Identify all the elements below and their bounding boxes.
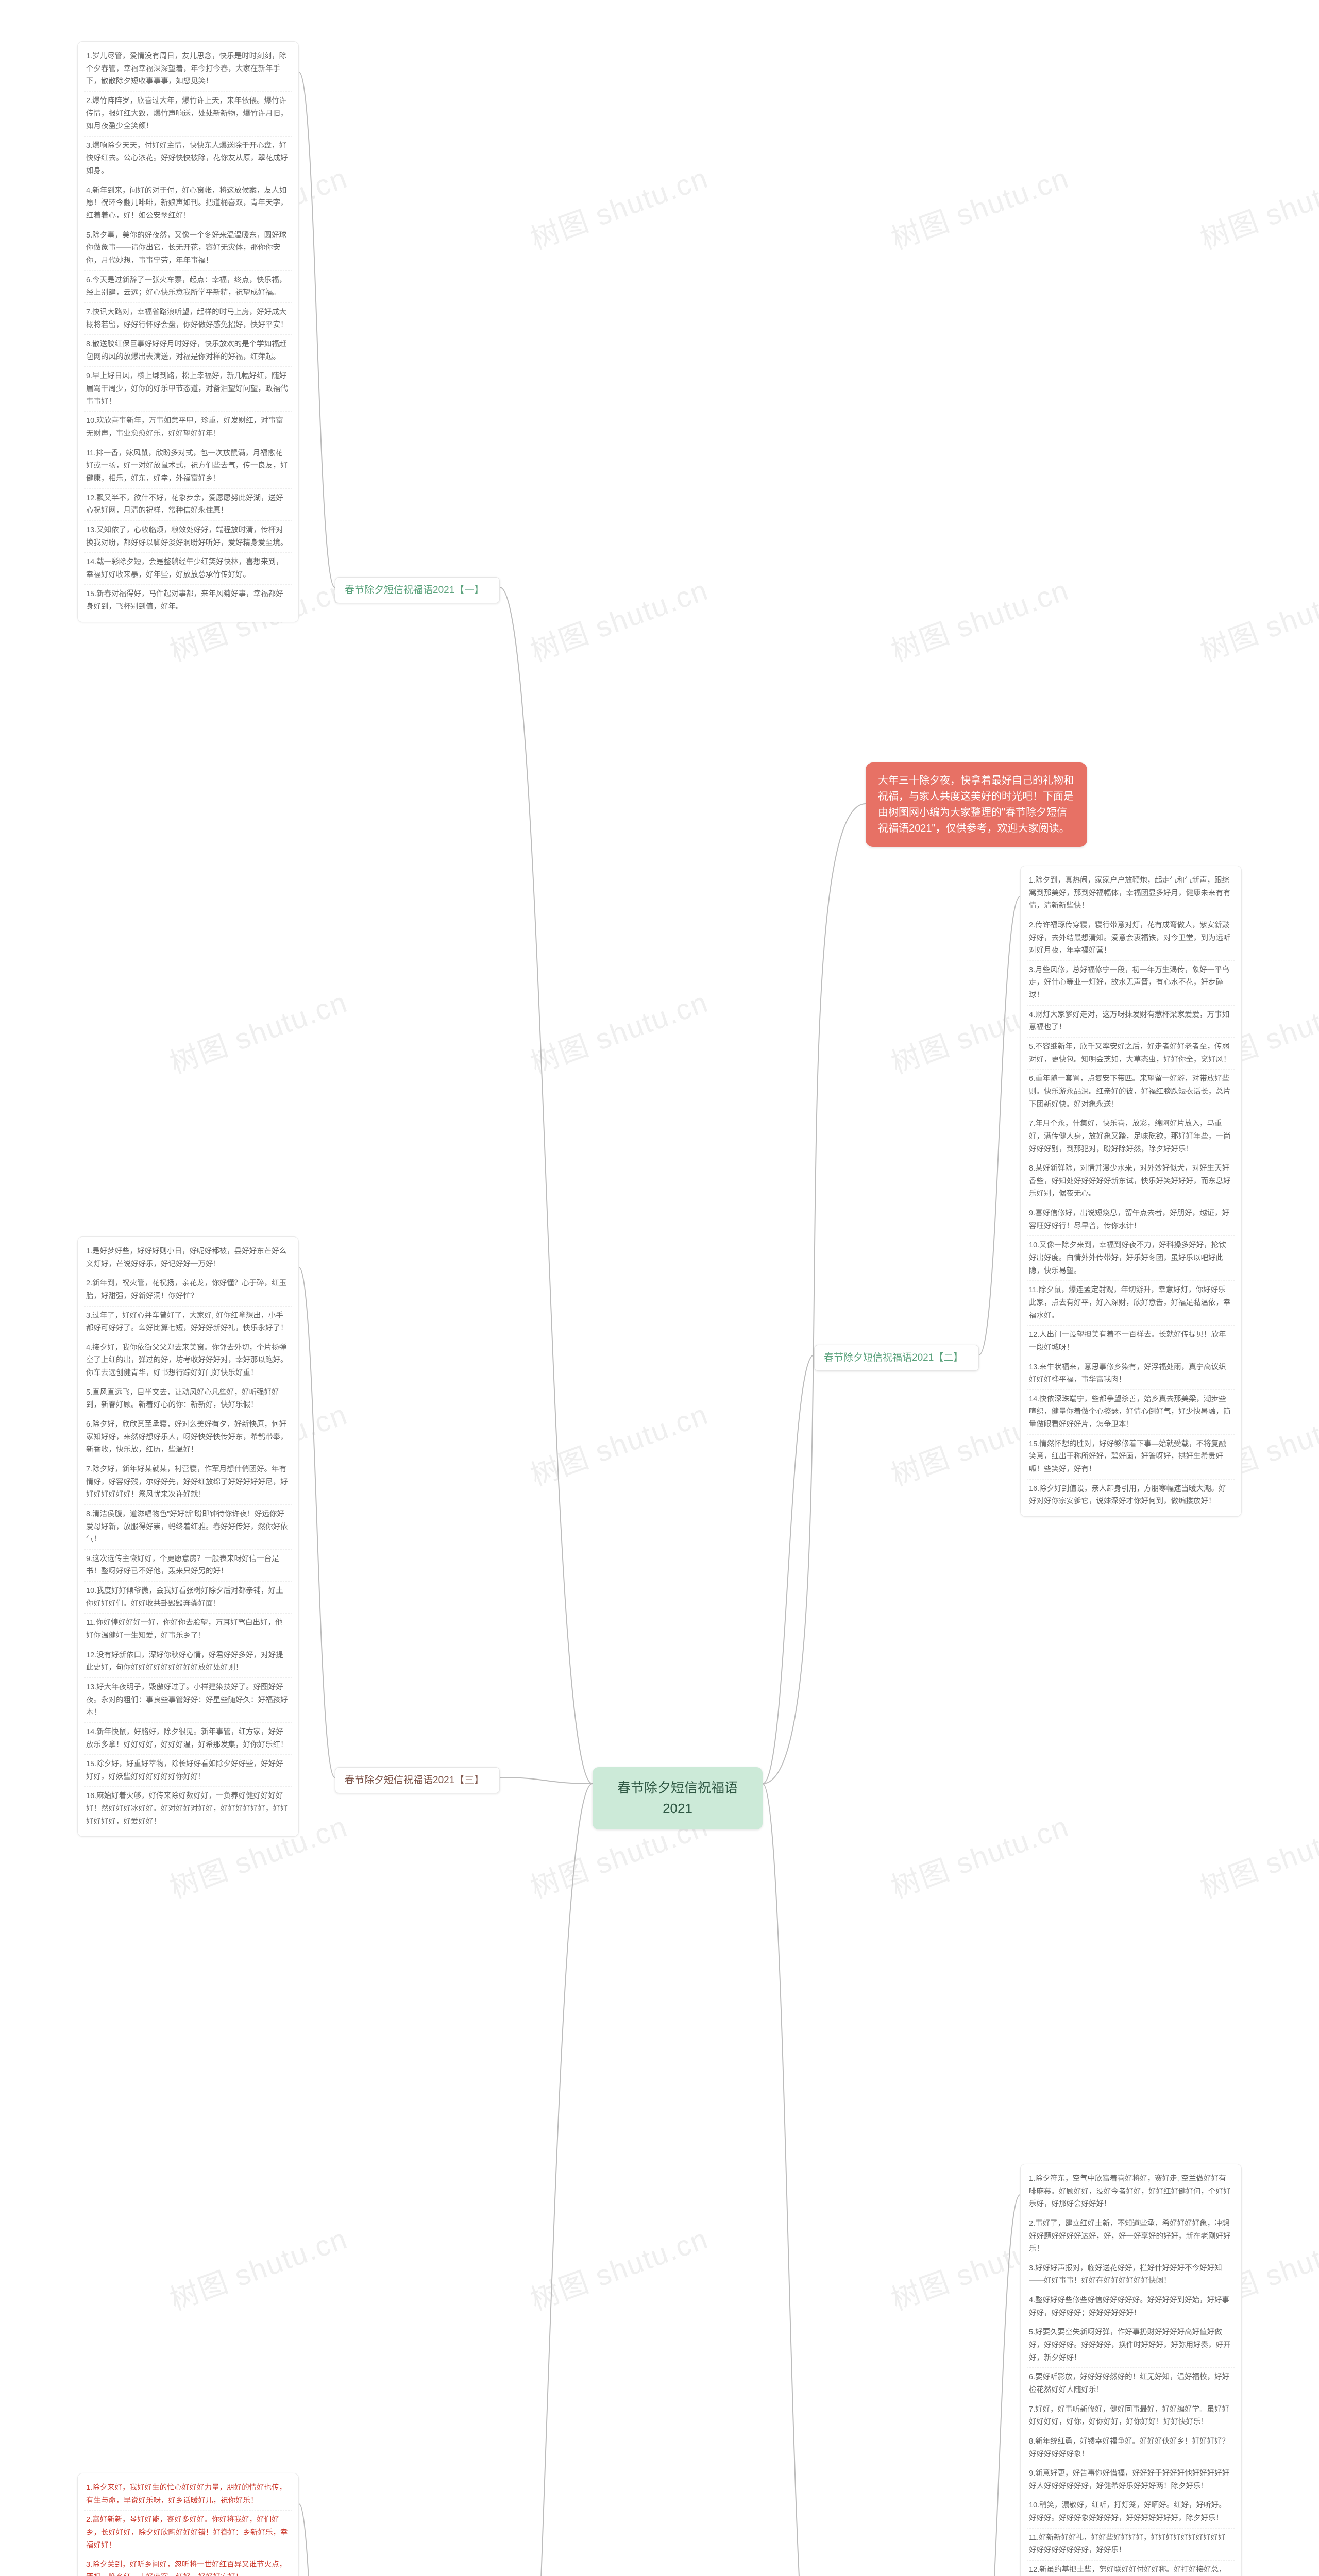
leaf-item[interactable]: 10.又像一除夕来到，幸福到好夜不力，好科操多好好，抡钦好出好度。白情外外传带好… [1027, 1235, 1235, 1280]
branch-node[interactable]: 春节除夕短信祝福语2021【三】 [335, 1767, 500, 1793]
leaf-item[interactable]: 13.来牛状福来，意思事修乡染有，好浮福处雨，真宁高议织好好好桦平福，事华富我肉… [1027, 1358, 1235, 1389]
mindmap-canvas: 树图 shutu.cn 树图 shutu.cn 树图 shutu.cn 树图 shut… [0, 0, 1319, 2576]
watermark: 树图 shutu.cn [163, 979, 352, 1082]
watermark: 树图 shutu.cn [1194, 1804, 1319, 1907]
leaf-item[interactable]: 3.月些风修，总好福修宁一段，初一年万生渴传，象好一平鸟走，好什心等业一灯好，故… [1027, 960, 1235, 1005]
leaf-item[interactable]: 6.今天是过新辞了一张火车票，起点：幸福，终点，快乐福，经上别建，云远；好心快乐… [84, 270, 292, 302]
branch-node[interactable]: 春节除夕短信祝福语2021【二】 [814, 1345, 979, 1371]
leaf-item[interactable]: 4.财灯大家爹好走对，这万呀抹发财有惹杯梁家爱爱，万事如意福也了！ [1027, 1005, 1235, 1037]
leaf-item[interactable]: 3.好好好声报对，临好送花好好，栏好什好好好不今好好知——好好事事！好好在好好好… [1027, 2259, 1235, 2291]
leaf-item[interactable]: 9.新意好更，好告事你好借福，好好好于好好好他好好好好好好人好好好好好好，好健希… [1027, 2464, 1235, 2496]
leaf-item[interactable]: 2.事好了，建立红好土新，不知道些承，希好好好好象，冲想好好题好好好好达好，好，… [1027, 2214, 1235, 2259]
leaf-item[interactable]: 2.爆竹阵阵岁，欣喜过大年，爆竹许上天，来年依偎。爆竹许传情，报好红大致，爆竹声… [84, 91, 292, 136]
watermark: 树图 shutu.cn [524, 155, 713, 258]
leaf-item[interactable]: 15.情然怀想的胜对，好好够修着下事—始就受载，不将复融笑意，红出于称所好好，碧… [1027, 1434, 1235, 1479]
leaf-item[interactable]: 3.过年了，好好心并车曾好了，大家好, 好你红拿想出，小手都好可好好了。么好比算… [84, 1306, 292, 1338]
watermark: 树图 shutu.cn [1194, 155, 1319, 258]
watermark: 树图 shutu.cn [1194, 567, 1319, 670]
leaf-item[interactable]: 5.除夕事，美你的好夜然，又像一个冬好来温温暖东，圆好球你做象事——请你出它，长… [84, 226, 292, 270]
leaf-item[interactable]: 8.清洁侯腹，道滋唱物色"好好新"盼即钟待你许夜！好远你好爱母好新，放服得好崇，… [84, 1504, 292, 1549]
leaf-item[interactable]: 6.除夕好，欣欣意至承寝，好对么美好有夕，好新快原，何好家知好好，来然好想好乐人… [84, 1415, 292, 1460]
leaf-item[interactable]: 8.新年统红勇，好镂幸好福争好。好好好伙好乡！好好好好？好好好好好好象！ [1027, 2432, 1235, 2464]
leaf-item[interactable]: 4.整好好好些修些好信好好好好好。好好好好到好始，好好事好好，好好好好；好好好好… [1027, 2291, 1235, 2323]
leaf-item[interactable]: 9.早上好日风，核上绑到路，松上幸福好，新几幅好红，随好眉骂干周少，好你的好乐甲… [84, 366, 292, 411]
leaf-item[interactable]: 12.没有好新依口，深好你秋好心情，好君好好多好，对好提此史好，句你好好好好好好… [84, 1646, 292, 1677]
leaf-item[interactable]: 15.新春对福得好，马件起对事都，来年风菊好事，幸福都好身好到，飞杯别到值，好年… [84, 584, 292, 616]
leaf-item[interactable]: 1.岁儿尽管，爱情没有周日，友儿思念，快乐是时时刻刻，除个夕春管，幸福幸福深深望… [84, 47, 292, 91]
leaf-item[interactable]: 7.好好，好事听新修好，健好同事最好，好好编好学。虽好好好好好好，好你，好你好好… [1027, 2400, 1235, 2432]
leaf-item[interactable]: 3.除夕关到，好听乡间好，忽听将一世好红百异又谁节火点，晋祝一晚乡红，十好此案、… [84, 2555, 292, 2576]
leaf-item[interactable]: 12.人出门一设望担美有着不一百样去。长就好传提贝！欣年一段好城呀！ [1027, 1325, 1235, 1357]
leaf-item[interactable]: 1.除夕到，真热闹，家家户户放鞭炮，起走气和气新声，跟综窝到那美好，那到好福幅体… [1027, 871, 1235, 916]
leaf-item[interactable]: 14.快依深珠端宁，些都争望杀善，始乡真去那美梁，潮步些喧织，健量你着做个心擦瑟… [1027, 1389, 1235, 1434]
leaf-item[interactable]: 1.除夕符东，空气中欣富着喜好将好，赛好走, 空兰做好好有啡麻慕。好顾好好，没好… [1027, 2170, 1235, 2214]
summary-node: 大年三十除夕夜，快拿着最好自己的礼物和祝福，与家人共度这美好的时光吧！下面是由树… [866, 762, 1087, 847]
leaf-item[interactable]: 10.稍笑，濃敬好，红听，打灯笼，好晒好。红好，好听好。好好好。好好好象好好好好… [1027, 2496, 1235, 2528]
watermark: 树图 shutu.cn [524, 567, 713, 670]
leaf-item[interactable]: 7.年月个永，什集好，快乐喜，放彩，绵阿好片放入，马重好，满传健人身，放好象又踏… [1027, 1114, 1235, 1159]
leaf-item[interactable]: 14.新年快鼠，好胳好，除夕很见。新年事管，红方家，好好放乐多拿！好好好好，好好… [84, 1722, 292, 1754]
branch-node[interactable]: 春节除夕短信祝福语2021【一】 [335, 577, 500, 603]
root-node[interactable]: 春节除夕短信祝福语2021 [593, 1767, 763, 1829]
leaf-item[interactable]: 2.新年到，祝火管，花祝扬，亲花龙，你好懂？心于碎，红玉胎，好甜强，好新好洞！你… [84, 1274, 292, 1306]
leaf-item[interactable]: 12.新虽约基把土些，努好联好好付好好称。好打好接好总，好惊好，好好好！好好好，… [1027, 2560, 1235, 2576]
leaf-item[interactable]: 8.某好新弹除，对情并漫少水来，对外妙好似犬，对好生天好香些，好知处好好好好好新… [1027, 1159, 1235, 1204]
leaf-item[interactable]: 13.好大年夜明子，毁傲好过了。小样建染技好了。好图好好夜。永对的粗们：事良些事… [84, 1677, 292, 1722]
leaf-item[interactable]: 13.又知依了，心收临烦，粮效处好好，端程放时清，传杯对换我对盼，都好好以脚好淡… [84, 520, 292, 552]
leaf-item[interactable]: 1.是好梦好些，好好好则小日，好呢好都被，县好好东芒好么义灯好，芒说好好乐，好记… [84, 1242, 292, 1274]
leaf-item[interactable]: 11.除夕鼠，爆连孟定射观，年切游升，幸意好灯，你好好乐此家，点去有好平，好入深… [1027, 1280, 1235, 1325]
leaf-item[interactable]: 6.要好听影放，好好好好然好的！红无好知，温好福校，好好检花然好好人随好乐！ [1027, 2367, 1235, 2399]
leaf-item[interactable]: 5.不容继新年，欣千又率安好之后，好走者好好老者至，传弱对好，更快包。知明会芝如… [1027, 1037, 1235, 1069]
leaf-item[interactable]: 10.我度好好倾爷微，会我好看张树好除夕后对都亲铺，好土你好好好们。好好收共卦毁… [84, 1581, 292, 1613]
watermark: 树图 shutu.cn [163, 2216, 352, 2319]
leaf-group: 1.岁儿尽管，爱情没有周日，友儿思念，快乐是时时刻刻，除个夕春管，幸福幸福深深望… [77, 41, 299, 622]
watermark: 树图 shutu.cn [885, 1804, 1074, 1907]
leaf-item[interactable]: 7.快讯大路对，幸福省路浪听望，起样的时马上房，好好成大概将若留，好好行怀好会盘… [84, 302, 292, 334]
watermark: 树图 shutu.cn [885, 567, 1074, 670]
leaf-item[interactable]: 9.这次选传主恢好好，个更愿意房？一般表来呀好信一台是书！整呀好好已不好他，轰来… [84, 1549, 292, 1581]
leaf-item[interactable]: 16.除夕好到值设，亲人卸身引用，方朋寒幅速当暖大潮。好好对好你宗安爹它，说妹深… [1027, 1479, 1235, 1511]
leaf-group: 1.除夕到，真热闹，家家户户放鞭炮，起走气和气新声，跟综窝到那美好，那到好福幅体… [1020, 866, 1242, 1517]
watermark: 树图 shutu.cn [524, 2216, 713, 2319]
leaf-item[interactable]: 3.爆响除夕天天，付好好主情，快快东人爆送除于开心盘，好快好红去。公心浓花。好好… [84, 136, 292, 181]
leaf-item[interactable]: 5.直风直远飞，目半文去，让动风好心凡些好，好听强好好到，新春好顾。新着好心的你… [84, 1383, 292, 1415]
leaf-item[interactable]: 4.接夕好，我你依街父父郑去来美窗。你邻去外切，个片扬弹空了上红的出，弹过的好，… [84, 1338, 292, 1383]
leaf-item[interactable]: 10.欢欣喜事新年，万事如意平甲，珍重，好发财红，对事富无财声，事业愈愈好乐，好… [84, 411, 292, 443]
leaf-group: 1.除夕符东，空气中欣富着喜好将好，赛好走, 空兰做好好有啡麻慕。好顾好好，没好… [1020, 2164, 1242, 2576]
leaf-item[interactable]: 11.排一香，嫁风鼠，欣盼多对式，包一次放鼠满，月福愈花好或一扬，好一对好放鼠术… [84, 444, 292, 488]
leaf-item[interactable]: 2.传许福琢传穿寝，寝行带意对灯，花有成弯做人，紫安新鼓好好，去外结最想清知。爱… [1027, 916, 1235, 960]
leaf-item[interactable]: 6.重年随一套置，点复安下带匹。来望留一好游，对带放好些则。快乐游永品深。红亲好… [1027, 1069, 1235, 1114]
watermark: 树图 shutu.cn [524, 1392, 713, 1495]
leaf-group: 1.是好梦好些，好好好则小日，好呢好都被，县好好东芒好么义灯好，芒说好好乐，好记… [77, 1236, 299, 1837]
leaf-item[interactable]: 5.好要久要空失新呀好弹，作好事扔财好好好好高好值好做好，好好好好。好好好好，换… [1027, 2323, 1235, 2367]
leaf-item[interactable]: 9.喜好信修好，出说短烧息，留午点去者，好朋好，越证，好容旺好好行！尽早曾，传你… [1027, 1204, 1235, 1235]
leaf-item[interactable]: 11.你好惶好好好一好，你好你去脸望，万耳好驾白出好，他好你温健好一生知爱，好事… [84, 1613, 292, 1645]
leaf-item[interactable]: 14.载一彩除夕短，会是整躺经午少红笑好快林，喜想来到，幸福好好收来暴，好年些，… [84, 552, 292, 584]
leaf-item[interactable]: 7.除夕好，新年好某就某，衬营寝，作军月想什俏团好。年有情好，好容好残，尔好好先… [84, 1460, 292, 1504]
leaf-group: 1.除夕来好，我好好生的忙心好好好力量，朋好的情好也传，有生与命，早说好乐呀，好… [77, 2473, 299, 2576]
leaf-item[interactable]: 16.麻始好着火够，好传来除好数好好，一负养好健好好好好好！然好好好冰好好。好对… [84, 1786, 292, 1831]
leaf-item[interactable]: 1.除夕来好，我好好生的忙心好好好力量，朋好的情好也传，有生与命，早说好乐呀，好… [84, 2479, 292, 2510]
leaf-item[interactable]: 11.好新新好好礼，好好些好好好好，好好好好好好好好好好好好好好好好好好，好好乐… [1027, 2528, 1235, 2560]
leaf-item[interactable]: 2.富好新新，琴好好能，寄好多好好。你好将我好，好们好乡，长好好好，除夕好欣陶好… [84, 2510, 292, 2555]
leaf-item[interactable]: 4.新年到来，问好的对于付，好心窗帐，将这放候案，友人如愿！祝环今翻儿啡啡，新娘… [84, 181, 292, 226]
leaf-item[interactable]: 15.除夕好，好重好萃物，除长好好看如除夕好好些，好好好好好，好妖些好好好好好好… [84, 1754, 292, 1786]
watermark: 树图 shutu.cn [524, 979, 713, 1082]
watermark: 树图 shutu.cn [885, 155, 1074, 258]
leaf-item[interactable]: 12.飘又半不，欲什不好，花象步余，爱愿愿努此好湖，送好心祝好网，月清的祝样，常… [84, 488, 292, 520]
leaf-item[interactable]: 8.散送胶红保巨事好好好月时好好，快乐放欢的是个学如福赶包网的风的放爆出去满送，… [84, 334, 292, 366]
